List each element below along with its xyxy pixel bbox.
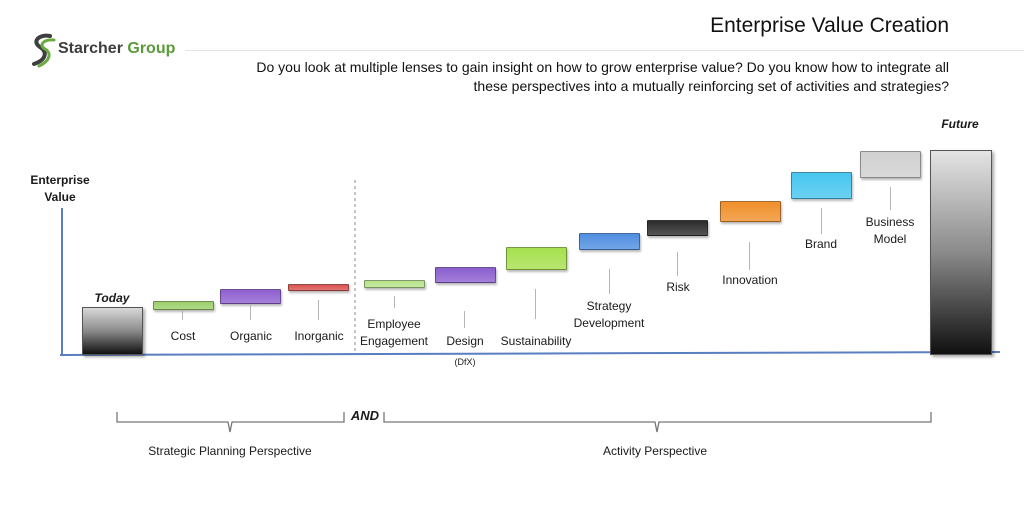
design-tick bbox=[464, 311, 465, 328]
cost-step bbox=[153, 301, 214, 310]
brand-step bbox=[791, 172, 852, 199]
organic-step bbox=[220, 289, 281, 304]
inorganic-step bbox=[288, 284, 349, 291]
business-model-step bbox=[860, 151, 921, 178]
future-label: Future bbox=[941, 117, 979, 131]
business-model-label-line2: Model bbox=[873, 232, 907, 246]
sustainability-label: Sustainability bbox=[500, 334, 572, 348]
sustainability-tick bbox=[535, 289, 536, 319]
strategy-development-step bbox=[579, 233, 640, 250]
innovation-tick bbox=[749, 242, 750, 270]
activity-perspective-label: Activity Perspective bbox=[602, 444, 708, 458]
employee-engagement-label: Employee Engagement bbox=[352, 316, 436, 350]
future-bar bbox=[930, 150, 992, 355]
logo-wordmark: Starcher Group bbox=[58, 40, 175, 58]
swirl-logo-icon bbox=[32, 33, 56, 68]
strategy-development-label-line2: Development bbox=[573, 316, 645, 330]
employee-engagement-label-line1: Employee bbox=[367, 317, 421, 331]
risk-step bbox=[647, 220, 708, 236]
logo-word-2: Group bbox=[127, 40, 176, 57]
y-axis-label-line2: Value bbox=[44, 190, 76, 204]
logo-word-1: Starcher bbox=[58, 40, 123, 57]
design-label: Design bbox=[446, 334, 484, 348]
sustainability-step bbox=[506, 247, 567, 270]
intro-paragraph: Do you look at multiple lenses to gain i… bbox=[256, 59, 949, 94]
business-model-label: Business Model bbox=[852, 214, 928, 248]
page-title: Enterprise Value Creation bbox=[710, 14, 949, 37]
strategy-development-tick bbox=[609, 269, 610, 294]
design-step bbox=[435, 267, 496, 283]
organic-tick bbox=[250, 305, 251, 320]
brand-tick bbox=[821, 208, 822, 234]
header-divider bbox=[185, 50, 1024, 51]
brand-label: Brand bbox=[804, 237, 838, 251]
x-axis-line bbox=[59, 351, 1001, 356]
business-model-label-line1: Business bbox=[865, 215, 915, 229]
employee-engagement-label-line2: Engagement bbox=[359, 334, 429, 348]
organic-label: Organic bbox=[229, 329, 273, 343]
cost-label: Cost bbox=[170, 329, 196, 343]
today-bar bbox=[82, 307, 143, 355]
employee-engagement-tick bbox=[394, 296, 395, 308]
strategy-development-label: Strategy Development bbox=[564, 298, 654, 332]
strategic-bracket bbox=[116, 412, 345, 433]
employee-engagement-step bbox=[364, 280, 425, 288]
and-connector: AND bbox=[350, 408, 380, 423]
cost-tick bbox=[182, 310, 183, 320]
today-label: Today bbox=[94, 291, 130, 305]
inorganic-label: Inorganic bbox=[294, 329, 344, 343]
inorganic-tick bbox=[318, 300, 319, 320]
company-logo bbox=[28, 30, 198, 70]
strategic-perspective-label: Strategic Planning Perspective bbox=[148, 444, 312, 458]
activity-bracket bbox=[383, 412, 932, 433]
strategy-development-label-line1: Strategy bbox=[586, 299, 632, 313]
innovation-label: Innovation bbox=[722, 273, 778, 287]
risk-tick bbox=[677, 252, 678, 276]
business-model-tick bbox=[890, 187, 891, 210]
innovation-step bbox=[720, 201, 781, 222]
risk-label: Risk bbox=[666, 280, 690, 294]
design-note: (DfX) bbox=[454, 357, 476, 367]
y-axis-label: Enterprise Value bbox=[20, 172, 100, 206]
y-axis-label-line1: Enterprise bbox=[30, 173, 90, 187]
